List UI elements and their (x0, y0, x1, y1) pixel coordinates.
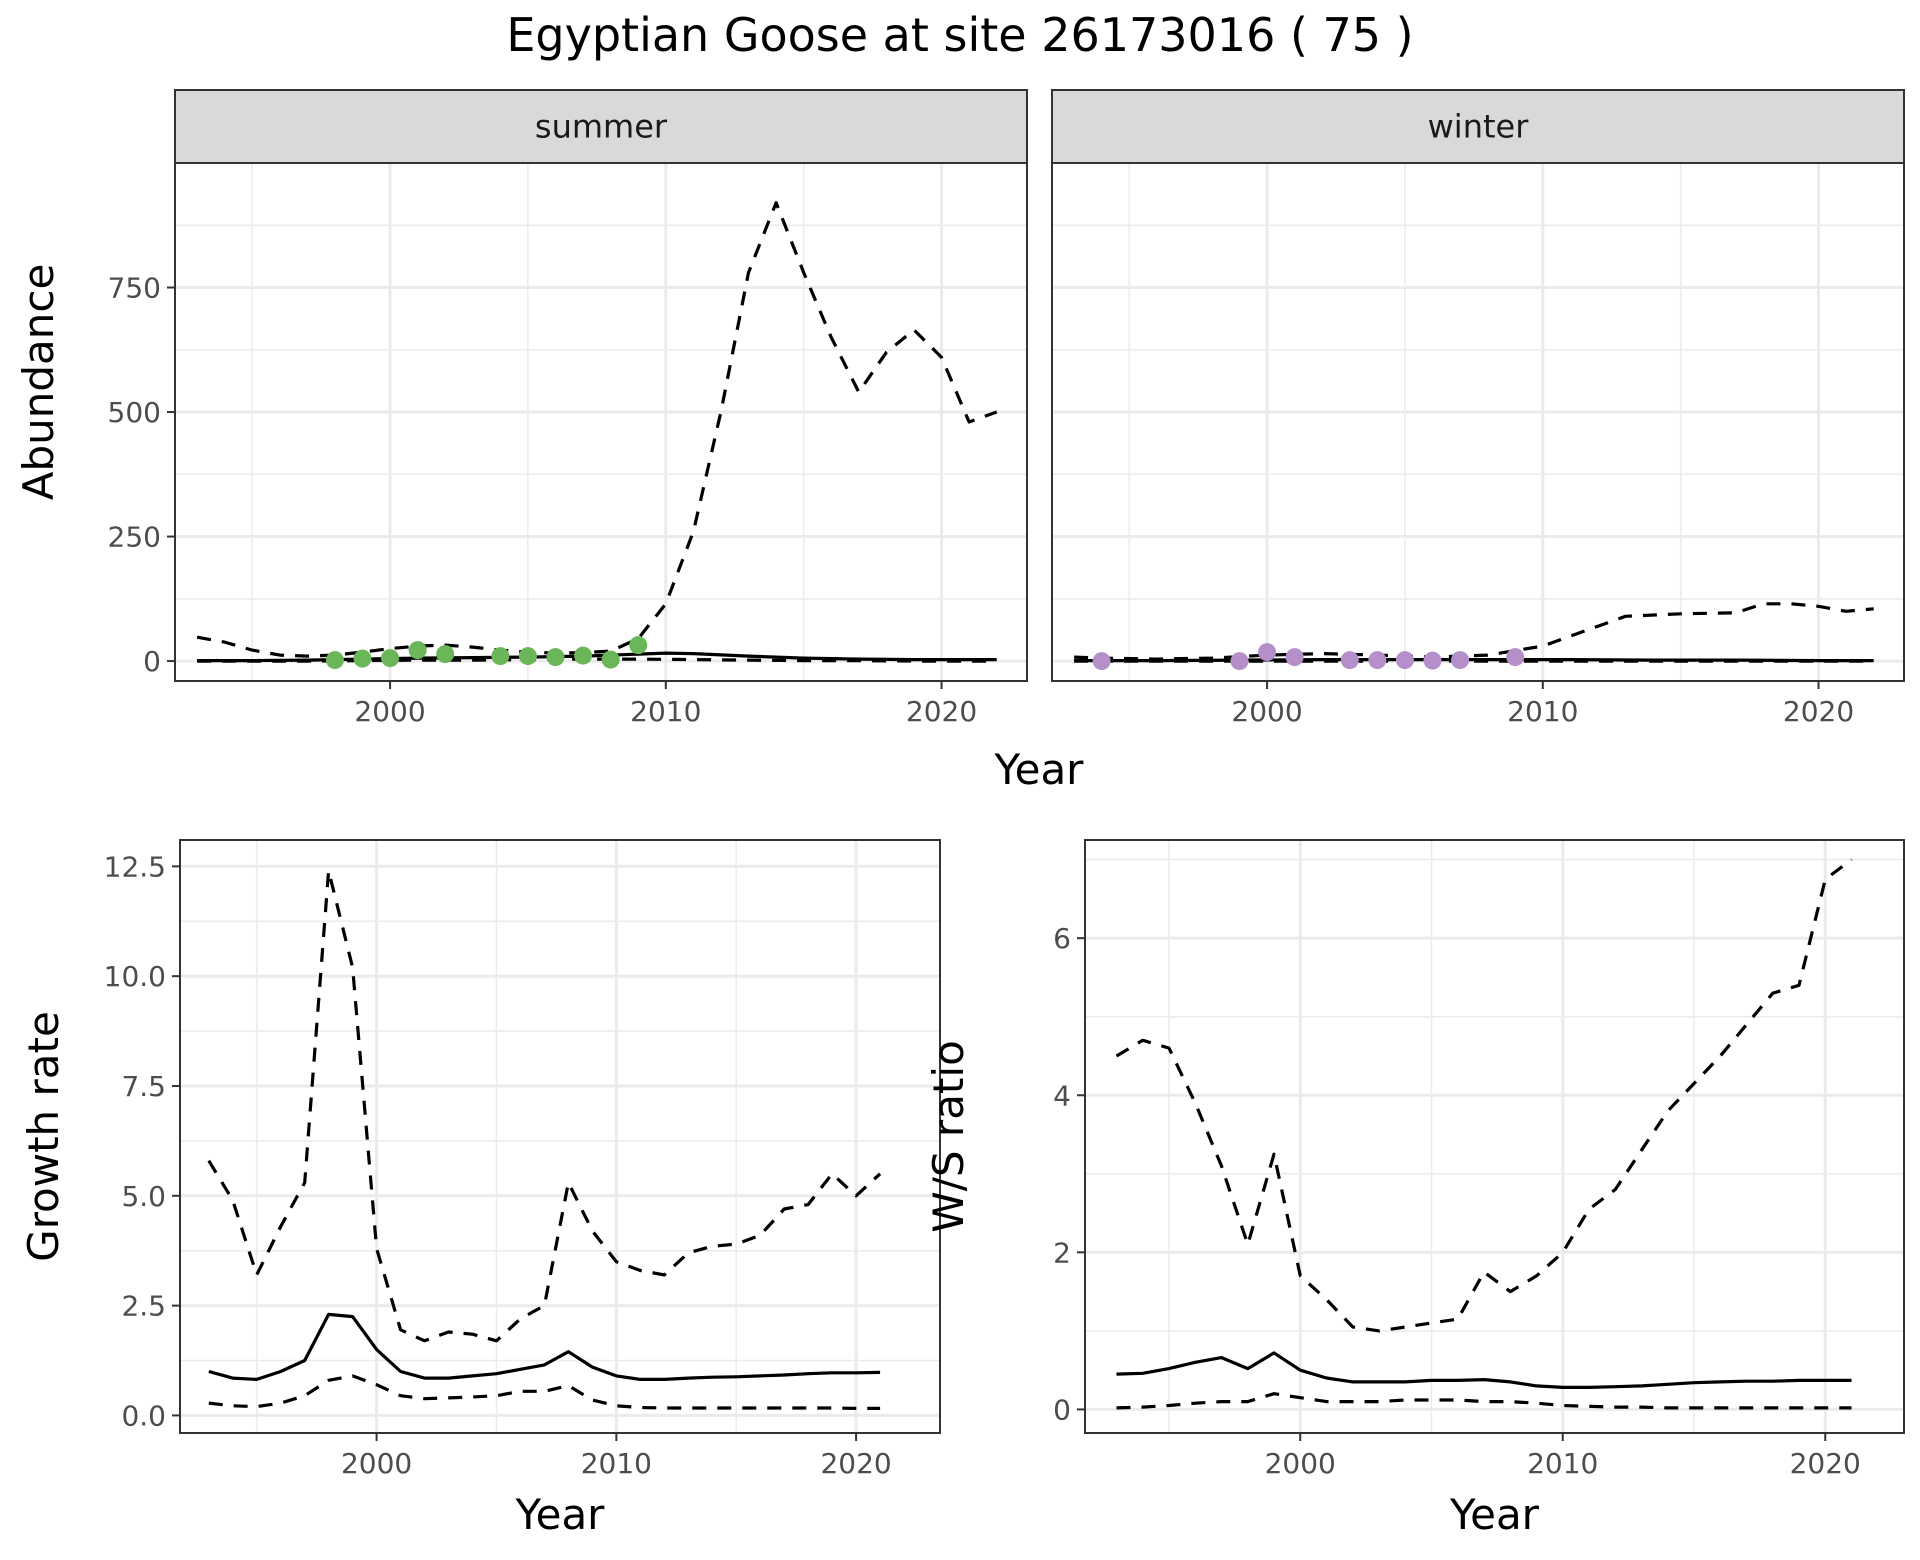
y-tick-label: 6 (1053, 922, 1071, 955)
x-axis-title: Year (515, 1490, 606, 1539)
series-group (196, 201, 998, 670)
y-tick-label: 0 (143, 645, 161, 678)
panel-border (174, 162, 1028, 682)
series-group (207, 869, 882, 1411)
data-point (1395, 651, 1414, 670)
data-point (1258, 643, 1277, 662)
y-tick-label: 2 (1053, 1236, 1071, 1269)
y-tick-label: 7.5 (121, 1070, 166, 1103)
x-axis-title-shared: Year (994, 745, 1085, 794)
x-tick-label: 2000 (1265, 1447, 1336, 1480)
y-tick-label: 2.5 (121, 1290, 166, 1323)
panel-growth: 2000 2010 2020 0.0 2.5 5.0 7.5 10.0 12.5 Growth r… (19, 839, 941, 1539)
data-point (601, 650, 620, 669)
data-point (408, 641, 427, 660)
panel-border (179, 839, 941, 1434)
x-tick-label: 2010 (1527, 1447, 1598, 1480)
y-tick-label: 750 (108, 272, 161, 305)
series-line-estimate (1116, 1351, 1852, 1390)
data-point (1451, 651, 1470, 670)
x-axis-title: Year (1449, 1490, 1540, 1539)
series-line-lower-bound (1116, 1392, 1852, 1410)
panel-border (1084, 839, 1905, 1434)
series-line-lower-bound (208, 1374, 881, 1411)
series-line-upper-bound (1074, 602, 1874, 661)
series-group (1115, 858, 1853, 1410)
facet-strip (174, 89, 1028, 164)
x-tick-label: 2020 (820, 1447, 891, 1480)
y-tick-label: 12.5 (104, 850, 166, 883)
data-point (1230, 652, 1249, 671)
series-line-estimate (208, 1312, 881, 1382)
x-tick-label: 2010 (1507, 695, 1578, 728)
x-tick-label: 2000 (1231, 695, 1302, 728)
facet-strip-label: summer (535, 108, 668, 146)
data-point (1368, 651, 1387, 670)
data-point (353, 649, 372, 668)
y-tick-label: 5.0 (121, 1180, 166, 1213)
y-tick-label: 500 (108, 396, 161, 429)
facet-strip (1051, 89, 1905, 164)
y-axis-title: Growth rate (19, 1011, 68, 1262)
x-tick-label: 2010 (581, 1447, 652, 1480)
data-point (574, 646, 593, 665)
facet-strip-label: winter (1428, 108, 1530, 146)
data-point (325, 651, 344, 670)
y-axis-title: W/S ratio (924, 1040, 973, 1233)
data-point (1423, 651, 1442, 670)
data-point (1092, 652, 1111, 671)
data-point (1506, 648, 1525, 667)
x-tick-label: 2020 (906, 695, 977, 728)
data-point (436, 645, 455, 664)
panel-summer: summer 2000 2010 2020 0 250 500 750 Abundance (14, 89, 1028, 728)
data-point (1285, 648, 1304, 667)
y-tick-label: 0 (1053, 1393, 1071, 1426)
y-tick-label: 250 (108, 521, 161, 554)
data-point (491, 647, 510, 666)
y-tick-label: 4 (1053, 1079, 1071, 1112)
x-tick-label: 2020 (1783, 695, 1854, 728)
y-tick-label: 10.0 (104, 960, 166, 993)
x-tick-label: 2000 (341, 1447, 412, 1480)
data-point (629, 636, 648, 655)
series-group (1074, 602, 1874, 671)
y-axis-title: Abundance (14, 264, 63, 501)
data-point (381, 649, 400, 668)
panel-ws_ratio: 2000 2010 2020 0 2 4 6 W/S ratio Year (924, 839, 1905, 1539)
data-point (518, 647, 537, 666)
data-point (1340, 651, 1359, 670)
x-tick-label: 2020 (1790, 1447, 1861, 1480)
x-tick-label: 2000 (354, 695, 425, 728)
series-line-upper-bound (1115, 858, 1853, 1333)
data-point (546, 648, 565, 667)
panel-winter: winter 2000 2010 2020 (1051, 89, 1905, 728)
series-line-upper-bound (196, 201, 998, 658)
x-tick-label: 2010 (630, 695, 701, 728)
series-line-upper-bound (207, 869, 882, 1343)
figure-title: Egyptian Goose at site 26173016 ( 75 ) (506, 8, 1414, 62)
y-tick-label: 0.0 (121, 1399, 166, 1432)
